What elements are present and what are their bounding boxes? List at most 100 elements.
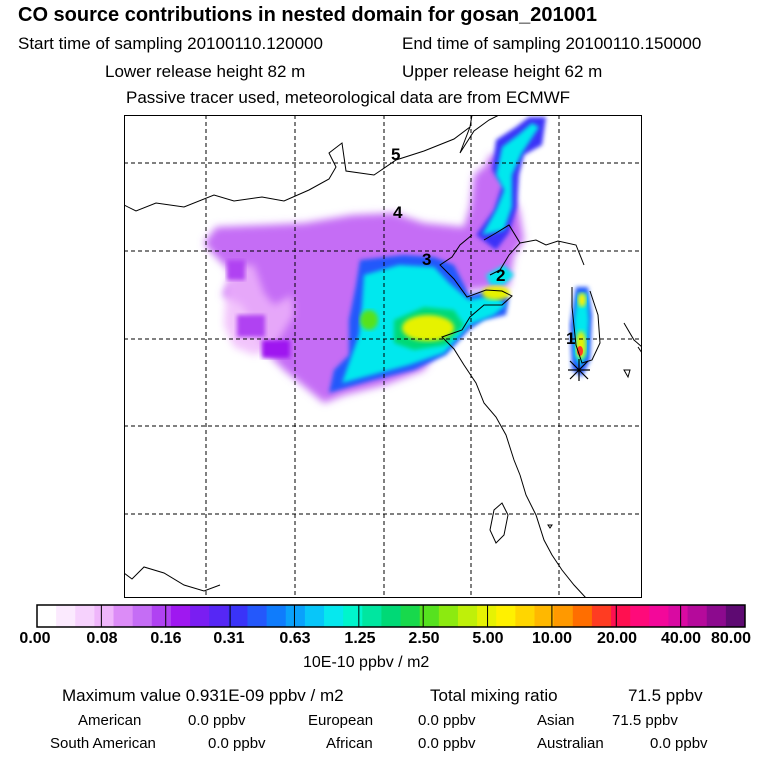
colorbar-swatch: [687, 605, 708, 627]
colorbar-swatch: [343, 605, 363, 627]
colorbar-swatch: [304, 605, 325, 627]
island-se: [623, 369, 631, 379]
colorbar-swatch: [285, 605, 306, 627]
border-east: [459, 115, 500, 154]
upper-release-label: Upper release height 62 m: [402, 62, 603, 81]
region-european-value: 0.0 ppbv: [418, 712, 476, 729]
colorbar-swatch: [75, 605, 95, 627]
colorbar-swatch: [56, 605, 76, 627]
coast-sw: [124, 566, 221, 592]
colorbar-swatch: [113, 605, 134, 627]
colorbar-tick-3: 0.31: [213, 630, 245, 647]
start-time-label: Start time of sampling 20100110.120000: [18, 34, 323, 53]
region-asian-value: 71.5 ppbv: [612, 712, 678, 729]
coastline-north: [124, 115, 473, 212]
plume-korea-yellow-n: [578, 293, 586, 307]
colorbar-swatch: [37, 605, 57, 627]
colorbar-swatch: [362, 605, 382, 627]
region-australian-value: 0.0 ppbv: [650, 735, 708, 752]
colorbar-tick-6: 2.50: [408, 630, 440, 647]
colorbar-swatch: [457, 605, 478, 627]
gridlines: [124, 115, 642, 598]
colorbar-swatch: [630, 605, 650, 627]
day-label-4: 4: [393, 203, 403, 222]
plume-patch-far-west: [237, 315, 265, 337]
plume-patch-left: [262, 340, 290, 358]
coast-bohai: [439, 234, 521, 476]
region-australian-name: Australian: [537, 735, 604, 752]
region-american-value: 0.0 ppbv: [188, 712, 246, 729]
colorbar-swatch: [668, 605, 689, 627]
day-label-1: 1: [566, 329, 575, 348]
day-label-2: 2: [496, 266, 505, 285]
region-african-name: African: [326, 735, 373, 752]
coastlines: [124, 115, 642, 598]
colorbar-swatch: [706, 605, 727, 627]
plume-yellow-core: [402, 315, 454, 341]
region-european-name: European: [308, 712, 374, 729]
colorbar-swatch: [572, 605, 593, 627]
day-label-3: 3: [422, 250, 431, 269]
colorbar-swatch: [591, 605, 612, 627]
colorbar-tick-11: 80.00: [710, 630, 752, 647]
region-asian-name: Asian: [537, 712, 575, 729]
total-mixing-label: Total mixing ratio: [430, 686, 558, 705]
colorbar-swatch: [209, 605, 229, 627]
colorbar-tick-4: 0.63: [279, 630, 311, 647]
day-label-5: 5: [391, 145, 400, 164]
coast-japan: [623, 322, 642, 348]
source-map: 1 2 3 4 5: [124, 115, 642, 598]
total-mixing-value: 71.5 ppbv: [628, 686, 703, 705]
lower-release-label: Lower release height 82 m: [105, 62, 306, 81]
map-frame: [124, 115, 642, 598]
colorbar-swatch: [381, 605, 402, 627]
colorbar-tick-1: 0.08: [86, 630, 118, 647]
plume-east-blob: [486, 265, 514, 285]
colorbar-swatch: [94, 605, 115, 627]
tracer-note: Passive tracer used, meteorological data…: [126, 88, 571, 107]
colorbar-tick-10: 40.00: [660, 630, 702, 647]
taiwan: [489, 502, 509, 544]
colorbar-tick-0: 0.00: [19, 630, 51, 647]
colorbar-swatch: [515, 605, 536, 627]
region-south-american-value: 0.0 ppbv: [208, 735, 266, 752]
page-title: CO source contributions in nested domain…: [18, 4, 598, 26]
colorbar-swatch: [725, 605, 746, 627]
receptor-star-icon: [568, 359, 590, 381]
colorbar-swatch: [247, 605, 268, 627]
colorbar: [36, 604, 746, 628]
colorbar-frame: [36, 604, 746, 628]
colorbar-tick-9: 20.00: [596, 630, 638, 647]
plume-patch-west: [227, 260, 245, 280]
region-american-name: American: [78, 712, 142, 729]
max-value-label: Maximum value 0.931E-09 ppbv / m2: [62, 686, 344, 705]
colorbar-swatch: [151, 605, 172, 627]
colorbar-swatch: [649, 605, 669, 627]
colorbar-unit: 10E-10 ppbv / m2: [303, 654, 430, 671]
colorbar-swatch: [190, 605, 210, 627]
colorbar-tick-2: 0.16: [150, 630, 182, 647]
colorbar-tick-5: 1.25: [344, 630, 376, 647]
colorbar-swatch: [438, 605, 459, 627]
plume-yellow-east: [482, 286, 510, 300]
colorbar-swatch: [132, 605, 153, 627]
border-korea: [519, 239, 585, 266]
island-small: [547, 524, 553, 529]
colorbar-tick-7: 5.00: [472, 630, 504, 647]
colorbar-swatch: [534, 605, 555, 627]
colorbar-swatch: [611, 605, 631, 627]
region-south-american-name: South American: [50, 735, 156, 752]
colorbar-swatch: [496, 605, 516, 627]
colorbar-swatch: [477, 605, 497, 627]
colorbar-tick-8: 10.00: [531, 630, 573, 647]
end-time-label: End time of sampling 20100110.150000: [402, 34, 702, 53]
coast-south: [519, 474, 587, 598]
colorbar-swatch: [419, 605, 440, 627]
colorbar-swatch: [228, 605, 248, 627]
colorbar-swatch: [266, 605, 287, 627]
colorbar-swatch: [324, 605, 344, 627]
colorbar-swatch: [170, 605, 191, 627]
region-african-value: 0.0 ppbv: [418, 735, 476, 752]
colorbar-swatch: [553, 605, 574, 627]
plume-north-cyan: [482, 123, 539, 235]
